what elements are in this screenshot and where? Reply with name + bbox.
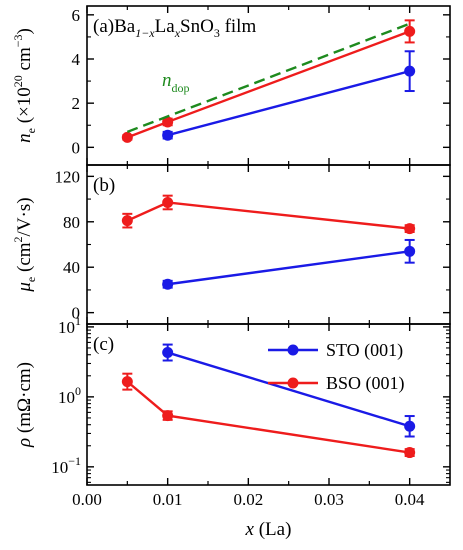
series-line-sto: [167, 69, 410, 137]
formula-part: Ba: [114, 16, 136, 37]
data-point: [162, 347, 174, 359]
x-tick-label: 0.03: [314, 490, 344, 509]
x-tick-label: 0.04: [395, 490, 425, 509]
y-axis-label: ρ (mΩ·cm): [14, 362, 35, 448]
legend-label: BSO (001): [326, 373, 405, 394]
ndop-subscript: dop: [172, 81, 190, 95]
panel-letter: (b): [93, 175, 115, 196]
data-point: [162, 196, 174, 208]
data-point: [162, 410, 174, 422]
y-label-superscript: 2: [11, 236, 25, 242]
formula-sub: x: [174, 26, 181, 40]
data-point: [121, 215, 133, 227]
y-tick-label: 0: [72, 304, 81, 323]
y-tick-label: 40: [63, 258, 80, 277]
formula-sub: 3: [214, 26, 220, 40]
y-label-symbol: n: [14, 133, 35, 143]
x-tick-label: 0.00: [72, 490, 102, 509]
y-tick-label: 101: [58, 314, 81, 337]
y-tick-exponent: −1: [68, 454, 81, 468]
y-tick-exponent: 0: [75, 384, 81, 398]
data-point: [404, 223, 416, 235]
y-tick-base: 10: [58, 388, 75, 407]
y-tick-base: 10: [51, 458, 68, 477]
legend-marker: [287, 377, 299, 389]
ndop-symbol: n: [162, 70, 172, 91]
series-line-sto: [167, 250, 410, 286]
y-label-subscript: e: [24, 128, 38, 133]
x-label-symbol: x: [245, 519, 255, 540]
y-label-superscript: 20: [11, 75, 25, 87]
data-point: [404, 420, 416, 432]
series-group: [121, 343, 416, 459]
x-tick-label: 0.02: [233, 490, 263, 509]
data-point: [162, 278, 174, 290]
y-label-symbol: μ: [14, 282, 35, 293]
y-axis-label: μe (cm2/V·s): [11, 197, 38, 292]
y-tick-label: 6: [72, 6, 81, 25]
panel-letter: (a): [93, 16, 114, 37]
data-point: [404, 65, 416, 77]
y-label-unit: cm: [14, 47, 35, 75]
y-label-unit: (cm: [14, 242, 35, 277]
y-tick-base: 10: [58, 318, 75, 337]
data-point: [121, 131, 133, 143]
data-point: [121, 376, 133, 388]
panel-label: (c): [93, 334, 114, 355]
y-tick-label: 4: [72, 50, 81, 69]
panel-2: 0 40 80 120 μe (cm2/V·s) (b): [11, 164, 451, 325]
series-group: [121, 19, 416, 143]
y-label-symbol: ρ: [14, 438, 35, 448]
y-label-unit: (mΩ·cm): [14, 362, 35, 438]
data-point: [162, 129, 174, 141]
y-label-unit: ): [14, 28, 35, 34]
series-line-sto: [167, 351, 411, 428]
y-tick-label: 2: [72, 94, 81, 113]
formula-suffix: film: [220, 16, 257, 37]
y-label-unit: /V·s): [14, 197, 35, 236]
y-tick-label: 100: [58, 384, 81, 407]
formula-sub: 1−x: [135, 26, 155, 40]
legend: STO (001) BSO (001): [268, 340, 405, 394]
y-tick-label: 80: [63, 213, 80, 232]
plot-frame: [86, 323, 451, 486]
y-tick-label: 0: [72, 138, 81, 157]
data-point: [404, 447, 416, 459]
formula-part: La: [155, 16, 176, 37]
y-label-unit: (×10: [14, 87, 35, 128]
panel-label: (a)Ba1−xLaxSnO3 film: [93, 16, 256, 40]
data-point: [404, 245, 416, 257]
data-point: [162, 116, 174, 128]
x-tick-label: 0.01: [153, 490, 183, 509]
ndop-label: ndop: [162, 70, 190, 95]
plot-frame: [86, 164, 451, 325]
legend-marker: [287, 344, 299, 356]
legend-label: STO (001): [326, 340, 403, 361]
y-label-superscript: −3: [11, 34, 25, 47]
data-point: [404, 25, 416, 37]
x-label-unit: (La): [254, 519, 291, 540]
formula-part: SnO: [180, 16, 214, 37]
y-tick-label: 120: [55, 167, 81, 186]
x-axis-label: x (La): [245, 519, 292, 540]
panel-letter: (c): [93, 334, 114, 355]
y-label-subscript: e: [24, 277, 38, 282]
y-tick-exponent: 1: [75, 314, 81, 328]
y-axis-label: ne (×1020 cm−3): [11, 28, 38, 143]
series-group: [121, 194, 416, 290]
y-tick-label: 10−1: [51, 454, 81, 477]
panel-label: (b): [93, 175, 115, 196]
